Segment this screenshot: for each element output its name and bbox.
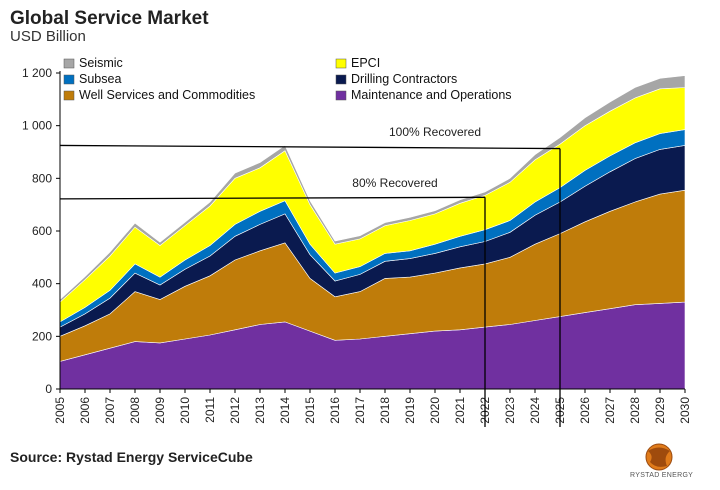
x-tick-label: 2018 (378, 397, 392, 424)
x-tick-label: 2006 (78, 397, 92, 424)
x-tick-label: 2024 (528, 397, 542, 424)
reference-label-80-recovered: 80% Recovered (352, 176, 437, 190)
rystad-logo-icon (645, 443, 673, 471)
y-tick-label: 200 (32, 329, 52, 343)
y-tick-label: 600 (32, 224, 52, 238)
x-tick-label: 2027 (603, 397, 617, 424)
legend-swatch-drilling-contractors (335, 74, 347, 85)
x-tick-label: 2026 (578, 397, 592, 424)
legend-swatch-well-services-and-commodities (63, 90, 75, 101)
x-tick-label: 2011 (203, 397, 217, 423)
legend-label-epci: EPCI (351, 56, 380, 70)
legend-swatch-maintenance-and-operations (335, 90, 347, 101)
x-tick-label: 2019 (403, 397, 417, 424)
chart-subtitle: USD Billion (10, 28, 86, 45)
reference-label-100-recovered: 100% Recovered (389, 125, 481, 139)
reference-line-100-recovered (59, 144, 561, 150)
brand-label: RYSTAD ENERGY (630, 472, 694, 479)
legend-label-drilling-contractors: Drilling Contractors (351, 72, 457, 86)
x-tick-label: 2013 (253, 397, 267, 424)
x-tick-label: 2009 (153, 397, 167, 424)
legend-label-seismic: Seismic (79, 56, 123, 70)
x-tick-label: 2017 (353, 397, 367, 424)
chart-title: Global Service Market (10, 8, 209, 29)
reference-line-80-recovered (59, 196, 486, 200)
x-tick-label: 2029 (653, 397, 667, 424)
x-tick-label: 2005 (53, 397, 67, 424)
legend: Seismic EPCI Subsea Drilling Contractors Wel… (63, 56, 512, 102)
legend-swatch-seismic (63, 58, 75, 69)
y-tick-label: 1 200 (22, 66, 52, 80)
x-tick-label: 2028 (628, 397, 642, 424)
x-tick-label: 2023 (503, 397, 517, 424)
y-tick-label: 1 000 (22, 119, 52, 133)
x-tick-label: 2016 (328, 397, 342, 424)
axes-group: 0 200 400 600 800 1 000 1 200 2005 2006 2007 2008 2… (22, 66, 692, 424)
area-series-group (59, 75, 686, 390)
x-tick-label: 2021 (453, 397, 467, 424)
legend-label-maintenance-and-operations: Maintenance and Operations (351, 88, 512, 102)
annotation-group: 100% Recovered 80% Recovered (59, 125, 561, 427)
x-tick-label: 2030 (678, 397, 692, 424)
y-tick-label: 800 (32, 171, 52, 185)
legend-label-subsea: Subsea (79, 72, 121, 86)
source-note: Source: Rystad Energy ServiceCube (10, 449, 253, 465)
x-tick-label: 2007 (103, 397, 117, 424)
series-seismic (59, 75, 686, 303)
y-tick-label: 400 (32, 277, 52, 291)
x-tick-label: 2012 (228, 397, 242, 424)
x-tick-label: 2008 (128, 397, 142, 424)
y-tick-label: 0 (45, 382, 52, 396)
legend-swatch-epci (335, 58, 347, 69)
x-tick-label: 2010 (178, 397, 192, 424)
legend-label-well-services-and-commodities: Well Services and Commodities (79, 88, 255, 102)
x-tick-label: 2015 (303, 397, 317, 424)
legend-swatch-subsea (63, 74, 75, 85)
x-tick-label: 2020 (428, 397, 442, 424)
x-tick-label: 2014 (278, 397, 292, 424)
